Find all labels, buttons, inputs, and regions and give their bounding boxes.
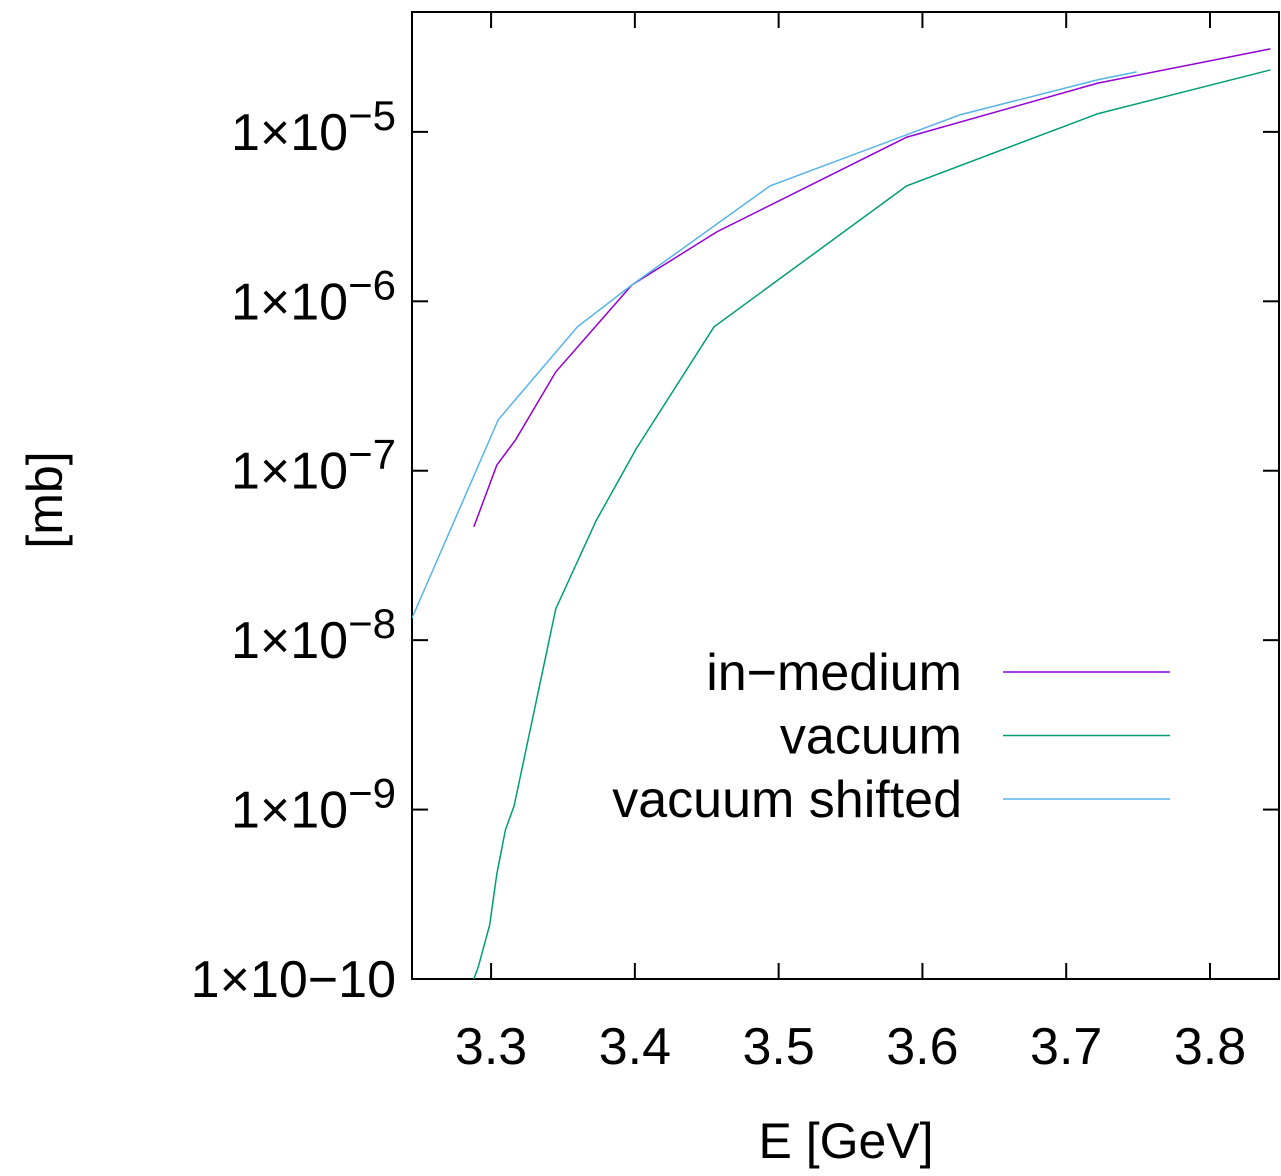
y-tick-label: 1×10−10 [191, 951, 396, 1009]
y-axis-label: [mb] [17, 451, 73, 548]
x-tick-label: 3.7 [1030, 1018, 1102, 1076]
plot-area [412, 48, 1271, 979]
x-tick-label: 3.5 [742, 1018, 814, 1076]
y-tick-label: 1×10−6 [231, 261, 396, 331]
y-tick-label: 1×10−5 [231, 92, 396, 162]
y-tick-label: 1×10−8 [231, 600, 396, 670]
y-tick-label: 1×10−9 [231, 770, 396, 840]
series-line [412, 71, 1137, 619]
series-line [473, 69, 1271, 979]
x-tick-label: 3.4 [599, 1018, 671, 1076]
y-tick-label: 1×10−7 [231, 431, 396, 501]
x-tick-label: 3.6 [886, 1018, 958, 1076]
x-tick-label: 3.8 [1174, 1018, 1246, 1076]
x-axis-label: E [GeV] [758, 1113, 933, 1169]
plot-frame [411, 11, 1280, 980]
series-line [473, 48, 1271, 528]
x-tick-label: 3.3 [455, 1018, 527, 1076]
legend-label: vacuum [780, 708, 962, 766]
legend-label: vacuum shifted [612, 771, 962, 829]
legend-label: in−medium [706, 644, 962, 702]
